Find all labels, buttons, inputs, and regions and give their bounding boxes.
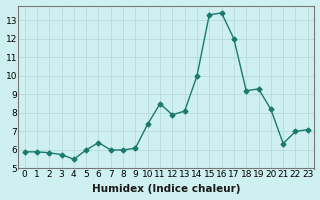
X-axis label: Humidex (Indice chaleur): Humidex (Indice chaleur): [92, 184, 240, 194]
